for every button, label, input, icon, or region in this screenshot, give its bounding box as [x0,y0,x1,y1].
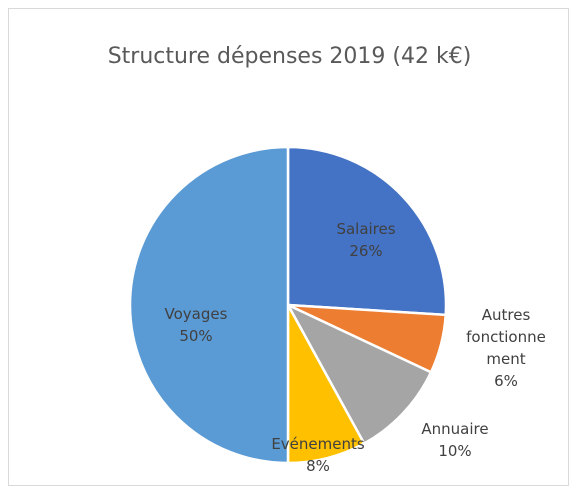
category-label: Salaires [336,220,396,238]
category-label: Evénements [271,435,365,453]
chart-frame [8,8,569,486]
pie-slice [128,145,290,465]
category-label: Voyages [164,305,228,323]
category-label: Annuaire [421,420,489,438]
chart-title: Structure dépenses 2019 (42 k€) [107,44,472,69]
category-label: Autres fonctionnement [466,306,546,368]
slice-label: Evénements 8% [248,433,388,477]
slice-label: Annuaire 10% [395,418,515,462]
value-label: 6% [494,372,518,390]
pie-slice [285,302,433,446]
slice-label: Autres fonctionnement 6% [461,304,551,392]
value-label: 26% [349,242,383,260]
value-label: 8% [306,457,330,475]
value-label: 10% [438,442,472,460]
value-label: 50% [179,327,213,345]
slice-label: Voyages 50% [136,303,256,347]
pie-slice [286,145,448,317]
slice-label: Salaires 26% [306,218,426,262]
